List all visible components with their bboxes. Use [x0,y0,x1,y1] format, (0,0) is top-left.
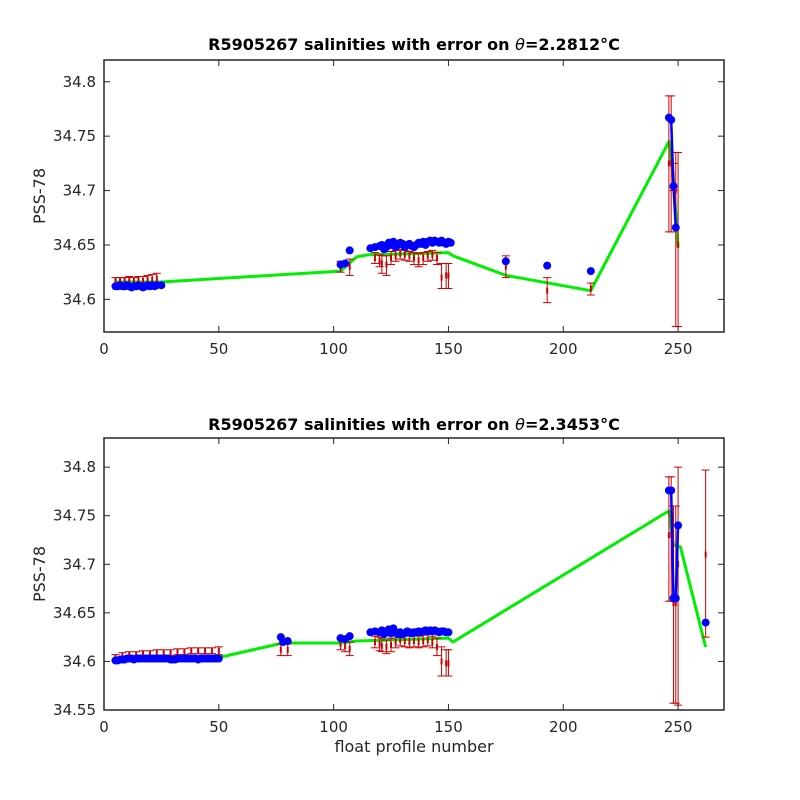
top-salinity-chart: 0 50 100 150 200 250 34.6 34.65 34.7 34.75 34.8 PSS… [30,35,725,358]
errorbar [370,252,379,264]
errorbar [201,647,210,655]
errorbar [405,250,414,262]
title-unit: °C [600,35,620,54]
title-prefix: R5905267 salinities with error on [208,35,515,54]
data-point [674,521,683,530]
title-theta: θ [515,415,525,434]
bottom-salinity-chart: 0 50 100 150 200 250 34.55 34.6 34.65 34.7 34.75 34… [30,415,725,756]
chart-title: R5905267 salinities with error on θ=2.28… [208,35,620,54]
x-tick-label: 250 [664,718,693,736]
errorbar [377,637,386,653]
errorbar [444,262,453,289]
x-tick-label: 250 [664,340,693,358]
y-tick-label: 34.6 [63,290,96,308]
data-point [671,594,680,603]
fit-line [115,140,680,293]
data-point [671,223,680,232]
y-tick-label: 34.8 [63,73,96,91]
errorbar [437,646,446,677]
x-axis-label: float profile number [334,737,494,756]
data-point [283,637,292,646]
y-tick-label: 34.7 [63,182,96,200]
data-point [214,654,223,663]
title-prefix: R5905267 salinities with error on [208,415,515,434]
data-point [667,115,676,124]
data-point [543,261,552,270]
errorbar [428,635,437,649]
errorbar [387,250,396,266]
y-tick-label: 34.55 [53,701,96,719]
y-tick-label: 34.65 [53,236,96,254]
errorbar [370,635,379,649]
errorbar [701,469,710,638]
title-value: =2.2812 [525,35,600,54]
plot-area [104,60,724,332]
data-point [345,632,354,641]
errorbar [207,647,216,655]
x-tick-label: 50 [209,340,228,358]
y-tick-label: 34.7 [63,555,96,573]
y-tick-label: 34.65 [53,604,96,622]
x-tick-label: 100 [319,340,348,358]
data-point [345,246,354,255]
data-point [701,618,710,627]
title-value: =2.3453 [525,415,600,434]
errorbar [410,252,418,266]
y-tick-label: 34.6 [63,652,96,670]
title-theta: θ [515,35,525,54]
errorbar [432,252,441,266]
errorbar [414,253,423,268]
errorbar [543,277,552,304]
y-tick-label: 34.8 [63,458,96,476]
errorbar [444,649,453,677]
errorbar [377,255,386,274]
y-axis-label: PSS-78 [30,168,49,224]
x-tick-label: 100 [319,718,348,736]
errorbar [586,282,595,296]
errorbar [391,249,400,262]
y-tick-label: 34.75 [53,127,96,145]
data-point [157,281,166,290]
data-point [341,259,350,268]
axes-box [103,59,725,333]
errorbar [375,254,384,268]
data-point [446,238,455,247]
x-tick-label: 0 [99,340,109,358]
data-point [669,182,678,191]
chart-title: R5905267 salinities with error on θ=2.34… [208,415,620,434]
errorbar [194,647,203,655]
data-point [501,257,510,266]
errorbar [382,255,391,276]
data-point [444,628,453,637]
errorbar [187,647,196,655]
y-tick-label: 34.75 [53,507,96,525]
x-tick-label: 200 [549,718,578,736]
x-tick-label: 50 [209,718,228,736]
errorbar [423,250,432,262]
title-unit: °C [600,415,620,434]
plot-area [104,438,724,710]
errorbar [345,258,354,276]
x-tick-label: 150 [434,718,463,736]
data-point [667,486,676,495]
x-tick-label: 200 [549,340,578,358]
errorbar [432,637,441,657]
data-point [586,267,595,276]
axes-box [103,437,725,711]
errorbar [382,639,391,655]
y-axis-label: PSS-78 [30,546,49,602]
errorbar [428,249,437,261]
x-tick-label: 150 [434,340,463,358]
errorbar [387,637,396,653]
errorbar [419,252,428,266]
x-tick-label: 0 [99,718,109,736]
